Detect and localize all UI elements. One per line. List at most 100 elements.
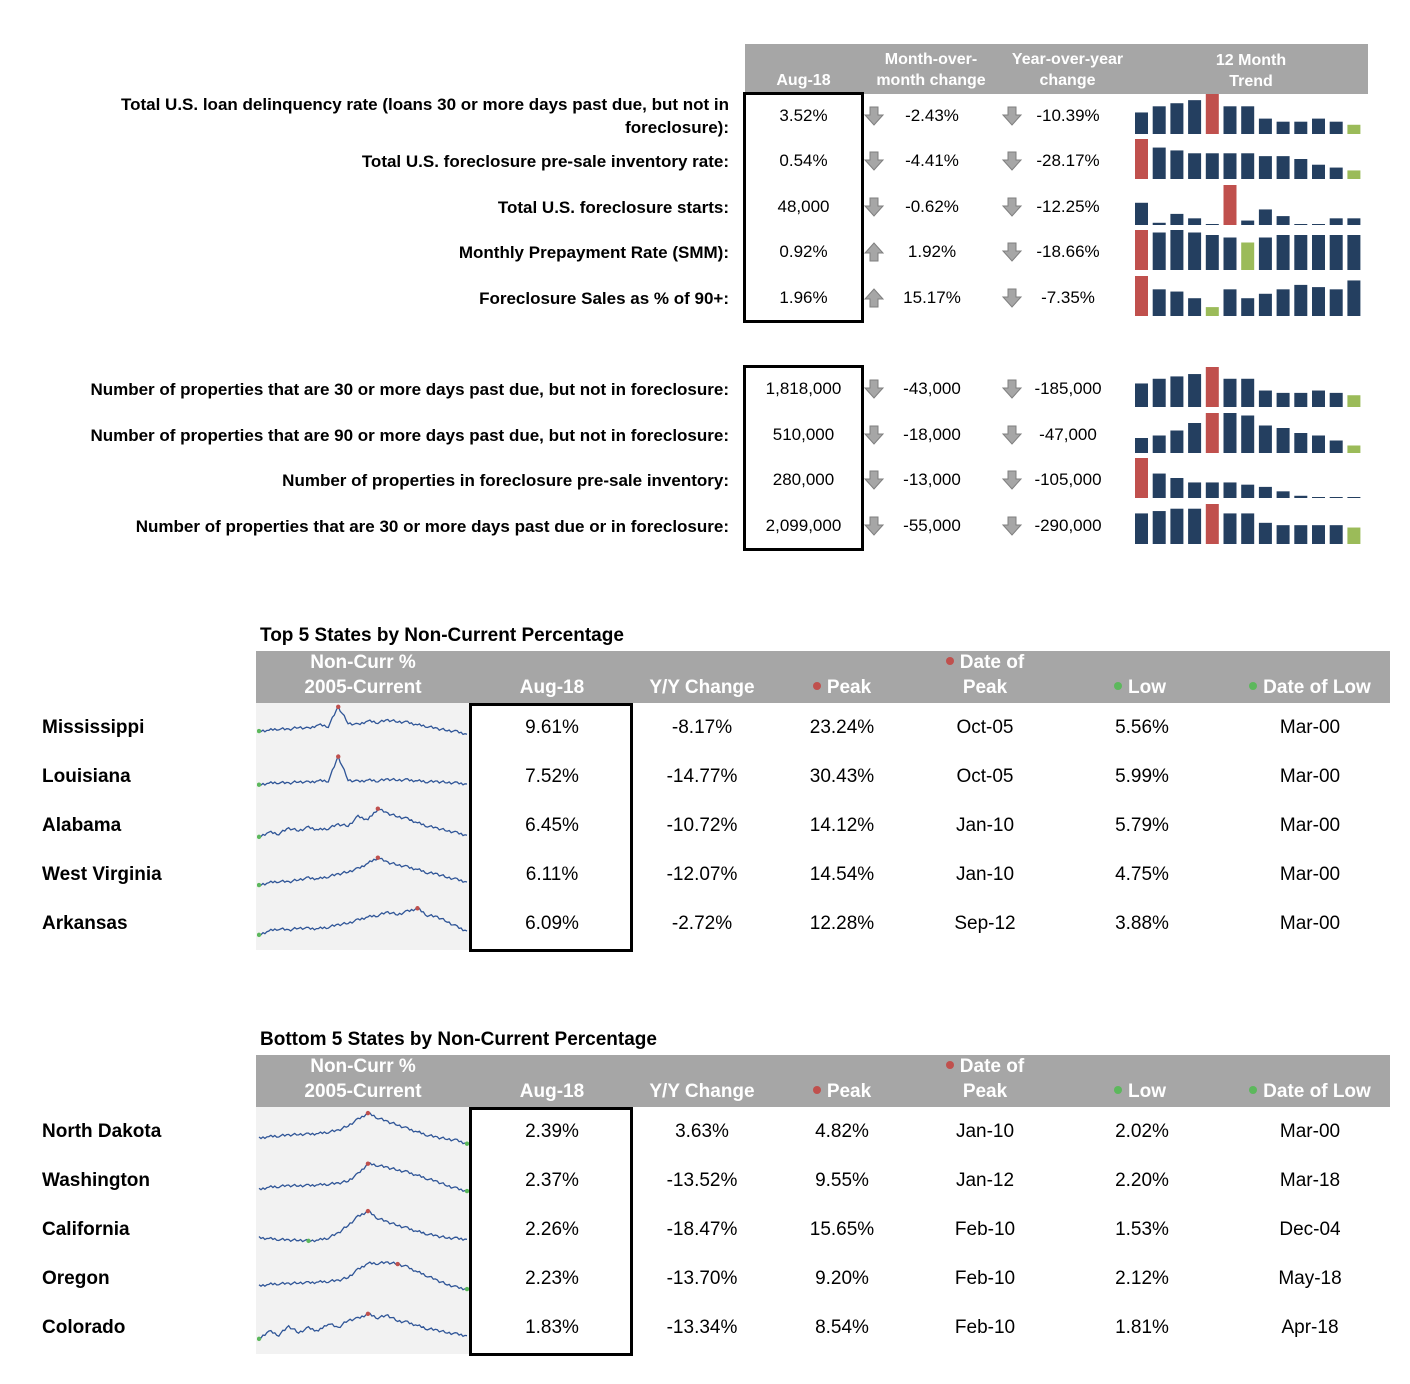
state-yoy: -14.77% xyxy=(666,766,738,787)
state-name: California xyxy=(42,1219,130,1240)
summary-row-yoy: -10.39% xyxy=(1036,106,1100,125)
state-date-peak: Sep-12 xyxy=(954,913,1016,934)
summary-header-band xyxy=(745,44,1368,94)
down-arrow-icon xyxy=(863,379,885,399)
trend-bar xyxy=(1329,235,1343,270)
state-current: 7.52% xyxy=(525,766,579,787)
header-date-peak1-text: Date of xyxy=(959,652,1025,673)
trend-bar xyxy=(1223,378,1237,407)
trend-bar xyxy=(1312,390,1325,407)
summary-row-label: Number of properties in foreclosure pre-… xyxy=(282,471,729,490)
trend-bar xyxy=(1135,139,1148,179)
trend-bar xyxy=(1329,218,1343,225)
trend-bar xyxy=(1329,167,1343,179)
trend-bar xyxy=(1347,280,1361,316)
state-peak: 9.55% xyxy=(815,1170,869,1191)
summary-row-mom: -43,000 xyxy=(903,379,961,398)
header-spark-line2: 2005-Current xyxy=(256,675,470,701)
trend-bar xyxy=(1170,376,1184,407)
trend-bar xyxy=(1258,522,1272,544)
low-marker xyxy=(257,728,262,734)
down-arrow-icon xyxy=(863,516,885,536)
summary-row-yoy: -7.35% xyxy=(1041,288,1095,307)
trend-bar-chart xyxy=(1135,185,1361,225)
state-sparkline xyxy=(258,1110,469,1146)
state-low: 5.79% xyxy=(1115,815,1169,836)
state-name: Washington xyxy=(42,1170,150,1191)
trend-bar xyxy=(1329,497,1343,498)
state-date-low: May-18 xyxy=(1278,1268,1342,1289)
header-yoy-text: Y/Y Change xyxy=(649,1081,755,1102)
trend-bar xyxy=(1188,298,1202,316)
state-current: 1.83% xyxy=(525,1317,579,1338)
trend-bar-chart xyxy=(1135,139,1361,179)
summary-row-label: Foreclosure Sales as % of 90+: xyxy=(479,289,729,308)
trend-bar xyxy=(1223,185,1237,225)
state-low: 3.88% xyxy=(1115,913,1169,934)
trend-bar xyxy=(1241,242,1255,270)
header-date-peak2-text: Peak xyxy=(962,677,1008,698)
trend-bar xyxy=(1205,153,1219,179)
summary-row-value: 1.96% xyxy=(779,288,828,307)
state-sparkline xyxy=(258,1260,469,1292)
trend-bar xyxy=(1170,508,1184,544)
trend-bar xyxy=(1294,284,1308,316)
summary-row-value: 1,818,000 xyxy=(765,379,842,398)
low-marker xyxy=(257,782,262,787)
trend-bar xyxy=(1276,491,1290,498)
trend-bar xyxy=(1294,224,1308,225)
header-low: Low xyxy=(1070,675,1210,701)
state-name: Alabama xyxy=(42,815,122,836)
header-date-low-text: Date of Low xyxy=(1263,677,1371,698)
summary-row-label: Number of properties that are 90 or more… xyxy=(90,426,729,445)
state-name: Oregon xyxy=(42,1268,110,1289)
trend-bar xyxy=(1276,289,1290,316)
trend-bar xyxy=(1205,413,1219,453)
peak-marker xyxy=(415,906,420,911)
current-highlight-box xyxy=(469,1107,633,1356)
summary-row-mom: 1.92% xyxy=(907,242,957,261)
down-arrow-icon xyxy=(1001,288,1023,308)
trend-bar xyxy=(1312,287,1325,316)
down-arrow-icon xyxy=(1001,516,1023,536)
state-date-peak: Jan-10 xyxy=(955,1121,1015,1142)
marker-dot-icon xyxy=(1114,681,1122,690)
summary-row-label: Total U.S. foreclosure starts: xyxy=(497,198,729,217)
marker-dot-icon xyxy=(1249,681,1258,690)
low-marker xyxy=(257,932,262,938)
header-date-low: Date of Low xyxy=(1225,675,1395,701)
low-marker xyxy=(464,1188,469,1194)
trend-bar xyxy=(1347,445,1361,453)
trend-bar xyxy=(1258,118,1272,134)
state-date-low: Mar-00 xyxy=(1279,766,1341,787)
peak-marker xyxy=(336,704,341,709)
sparkline-background xyxy=(256,1107,470,1354)
down-arrow-icon xyxy=(863,470,885,490)
state-sparkline xyxy=(257,855,468,888)
summary-row-label: Total U.S. loan delinquency rate (loans … xyxy=(120,95,729,137)
trend-bar xyxy=(1312,118,1325,134)
state-sparkline xyxy=(257,906,468,938)
group1-highlight-box xyxy=(743,92,864,323)
trend-bar xyxy=(1294,235,1308,270)
peak-marker xyxy=(365,1161,371,1166)
trend-bar xyxy=(1294,525,1308,544)
trend-bar xyxy=(1258,237,1272,270)
header-spark-line1-text: Non-Curr % xyxy=(310,652,416,673)
trend-bar xyxy=(1241,484,1255,498)
top5-title: Top 5 States by Non-Current Percentage xyxy=(260,625,624,646)
trend-bar xyxy=(1170,213,1184,225)
low-marker xyxy=(306,1238,311,1244)
header-yoy: Y/Y Change xyxy=(632,675,772,701)
trend-bar xyxy=(1241,220,1255,225)
peak-marker xyxy=(375,806,381,811)
state-sparkline xyxy=(257,704,468,736)
state-sparkline xyxy=(257,754,468,787)
trend-bar-chart xyxy=(1135,94,1361,134)
marker-dot-icon xyxy=(812,681,821,690)
trend-bar xyxy=(1188,374,1202,407)
state-date-low: Dec-04 xyxy=(1279,1219,1341,1240)
state-low: 5.56% xyxy=(1115,717,1169,738)
summary-row-value: 2,099,000 xyxy=(765,516,842,535)
state-low: 2.20% xyxy=(1115,1170,1169,1191)
